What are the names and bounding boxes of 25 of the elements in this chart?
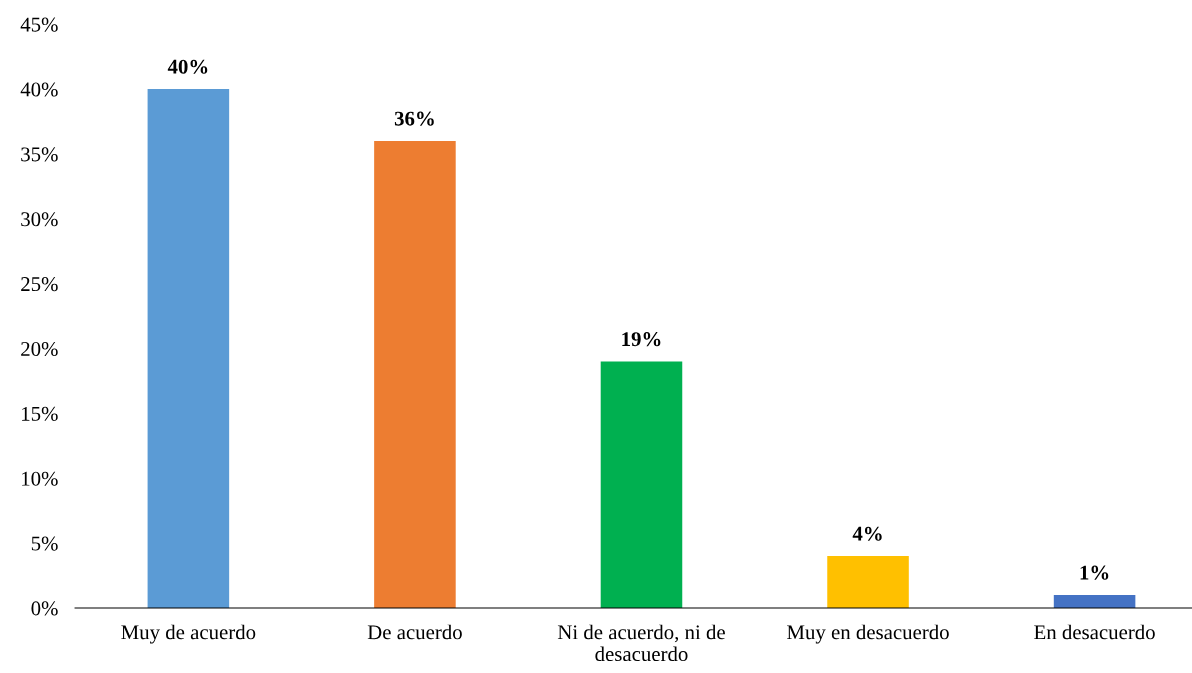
x-tick-label: Ni de acuerdo, ni de desacuerdo bbox=[557, 624, 725, 662]
bar bbox=[827, 556, 909, 608]
y-tick-label: 10% bbox=[22, 471, 58, 486]
y-tick-label: 30% bbox=[21, 212, 58, 227]
data-label: 1% bbox=[1080, 565, 1109, 580]
y-tick-label: 35% bbox=[21, 147, 58, 162]
data-label: 36% bbox=[394, 111, 434, 126]
x-tick-label: Muy de acuerdo bbox=[121, 624, 256, 644]
y-tick-label: 15% bbox=[22, 406, 58, 421]
bar bbox=[147, 89, 230, 608]
x-tick-label: De acuerdo bbox=[367, 624, 462, 640]
bar bbox=[1053, 595, 1136, 608]
x-tick-label: En desacuerdo bbox=[1034, 624, 1155, 640]
y-tick-label: 20% bbox=[21, 341, 58, 357]
y-tick-label: 0% bbox=[31, 601, 58, 616]
y-tick-label: 45% bbox=[20, 17, 58, 32]
bar bbox=[600, 361, 683, 608]
y-tick-label: 40% bbox=[20, 82, 58, 97]
y-tick-label: 25% bbox=[21, 277, 58, 292]
bar bbox=[374, 140, 456, 608]
data-label: 4% bbox=[852, 526, 882, 541]
data-label: 40% bbox=[167, 59, 208, 74]
x-tick-label: Muy en desacuerdo bbox=[787, 624, 949, 644]
y-tick-label: 5% bbox=[31, 536, 58, 551]
data-label: 19% bbox=[622, 332, 661, 347]
